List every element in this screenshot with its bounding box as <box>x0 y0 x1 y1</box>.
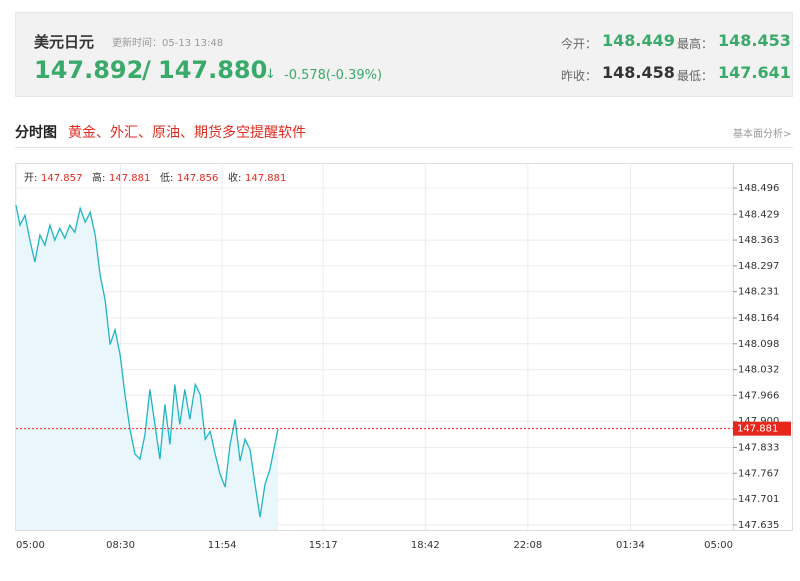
stat-value: 148.453 <box>718 31 791 50</box>
y-tick-label: 147.701 <box>738 494 779 505</box>
x-tick-label: 18:42 <box>411 540 440 551</box>
ohlc-label: 收: <box>228 171 241 184</box>
line <box>15 205 279 518</box>
ohlc-label: 开: <box>24 173 37 184</box>
ohlc-value: 147.857 <box>41 173 82 184</box>
x-tick-label: 11:54 <box>208 540 237 551</box>
y-tick-label: 148.164 <box>738 313 779 324</box>
y-tick-label: 147.833 <box>738 442 779 453</box>
ohlc-value: 147.856 <box>177 173 218 184</box>
change: -0.578(-0.39%) <box>284 68 383 83</box>
y-tick-label: 148.098 <box>738 339 779 350</box>
arrow: ↓ <box>265 67 276 82</box>
x-tick-label: 01:34 <box>616 540 645 551</box>
y-tick-label: 148.032 <box>738 365 779 376</box>
bid: 147.892 <box>34 56 144 84</box>
quote-header: 美元日元 更新时间：05-13 13:48 147.892 / 147.880 … <box>15 12 793 97</box>
stat-label: 昨收： <box>561 69 598 83</box>
stat-label: 最高： <box>677 37 714 51</box>
ohlc-label: 高: <box>92 171 105 184</box>
x-tick-label: 05:00 <box>16 540 45 551</box>
updated: 更新时间：05-13 13:48 <box>112 38 224 49</box>
ohlc-value: 147.881 <box>245 173 286 184</box>
promo-link[interactable]: 黄金、外汇、原油、期货多空提醒软件 <box>68 125 306 141</box>
analysis-link[interactable]: 基本面分析> <box>733 129 792 140</box>
current-price-label: 147.881 <box>737 424 778 435</box>
x-tick-label: 22:08 <box>513 540 542 551</box>
y-tick-label: 147.767 <box>738 468 779 479</box>
pair: 美元日元 <box>34 33 95 51</box>
ohlc-value: 147.881 <box>109 173 150 184</box>
y-tick-label: 147.966 <box>738 390 779 401</box>
area <box>16 205 278 531</box>
x-tick-label: 08:30 <box>106 540 135 551</box>
x-tick-label: 15:17 <box>309 540 338 551</box>
stat-label: 今开： <box>561 37 598 51</box>
y-tick-label: 147.635 <box>738 520 779 531</box>
stat-label: 最低： <box>677 69 714 83</box>
x-tick-label: 05:00 <box>704 540 733 551</box>
y-tick-label: 148.496 <box>738 183 779 194</box>
y-tick-label: 148.363 <box>738 235 779 246</box>
y-tick-label: 148.429 <box>738 209 779 220</box>
section-title: 分时图 <box>15 125 57 141</box>
y-tick-label: 148.297 <box>738 261 779 272</box>
current-price-box <box>733 421 791 436</box>
divider <box>15 147 793 148</box>
y-tick-label: 148.231 <box>738 287 779 298</box>
ask: 147.880 <box>158 56 268 84</box>
stat-value: 148.449 <box>602 31 675 50</box>
stat-value: 148.458 <box>602 63 675 82</box>
stat-value: 147.641 <box>718 63 791 82</box>
ohlc-label: 低: <box>160 171 173 184</box>
separator: / <box>142 56 151 84</box>
